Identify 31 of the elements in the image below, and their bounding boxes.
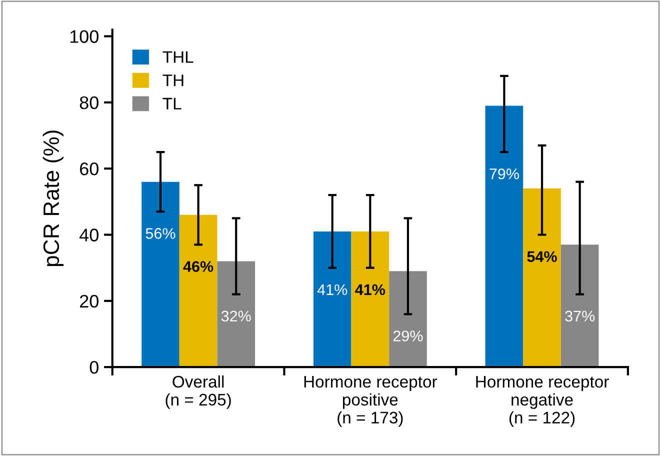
bar [351,231,390,368]
bar [142,182,180,368]
bar [179,214,218,368]
bar [217,261,256,368]
data-label: 32% [221,310,251,322]
y-tick-label: 100 [70,30,98,43]
legend-label: TH [162,74,184,86]
y-tick-label: 60 [80,162,98,176]
legend-label: TL [162,98,182,110]
data-label: 54% [527,251,557,262]
y-tick-label: 0 [90,361,98,374]
legend-label: THL [162,51,194,63]
data-label: 56% [146,228,176,239]
data-label: 37% [565,310,595,322]
bar [389,271,427,368]
data-label: 46% [183,261,214,272]
bar [485,106,524,368]
data-label: 29% [393,330,423,342]
data-label: 79% [490,168,519,180]
y-tick-label: 20 [80,294,98,308]
x-tick-label: Hormone receptor negative (n = 122) [476,376,609,427]
y-axis-title: pCR Rate (%) [42,130,64,266]
bar [560,244,599,368]
y-tick-label: 80 [80,96,98,110]
y-tick-label: 40 [80,228,98,242]
bar [523,188,561,368]
x-tick-label: Overall (n = 295) [166,375,231,409]
x-tick-label: Hormone receptor positive (n = 173) [304,376,438,427]
bar [313,231,352,368]
data-label: 41% [317,284,348,296]
data-label: 41% [355,284,386,296]
